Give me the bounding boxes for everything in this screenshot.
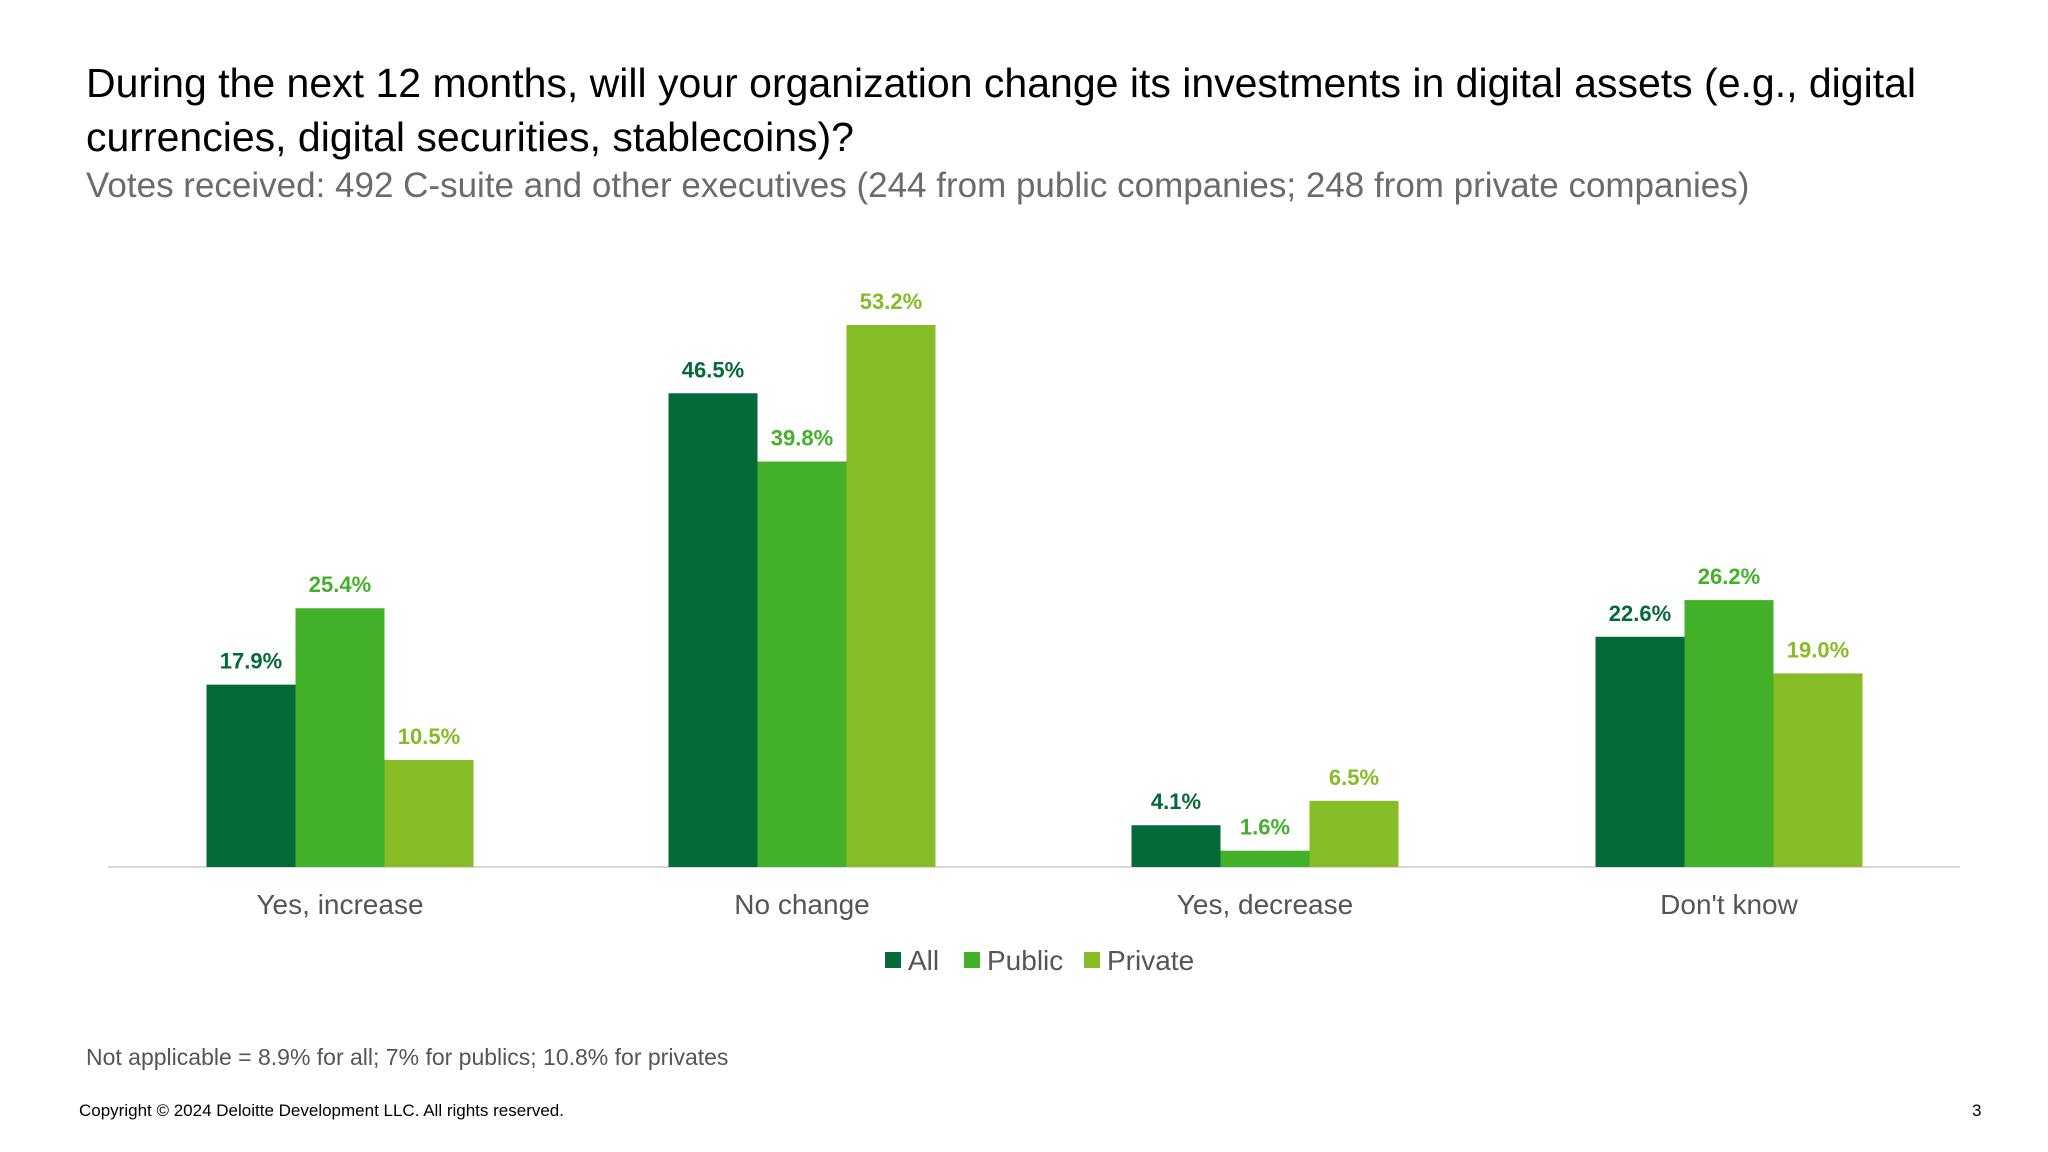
bar-all bbox=[1595, 636, 1685, 867]
legend-label-all: All bbox=[908, 945, 939, 976]
bar-public bbox=[1220, 850, 1310, 867]
category-label: No change bbox=[734, 889, 869, 920]
slide-subtitle: Votes received: 492 C-suite and other ex… bbox=[86, 166, 1750, 205]
data-label: 19.0% bbox=[1787, 637, 1849, 662]
copyright: Copyright © 2024 Deloitte Development LL… bbox=[79, 1101, 564, 1120]
data-label: 6.5% bbox=[1329, 765, 1379, 790]
bar-public bbox=[1684, 600, 1774, 867]
data-label: 26.2% bbox=[1698, 564, 1760, 589]
legend-swatch-all bbox=[885, 952, 901, 968]
bar-private bbox=[1309, 800, 1399, 867]
bar-private bbox=[1773, 673, 1863, 867]
slide-title: During the next 12 months, will your org… bbox=[86, 60, 1917, 160]
page-number: 3 bbox=[1972, 1101, 1982, 1120]
category-label: Don't know bbox=[1660, 889, 1798, 920]
bar-public bbox=[295, 608, 385, 867]
bar-all bbox=[1131, 825, 1221, 867]
data-label: 46.5% bbox=[682, 357, 744, 382]
category-label: Yes, decrease bbox=[1177, 889, 1353, 920]
legend-label-private: Private bbox=[1107, 945, 1194, 976]
bar-private bbox=[846, 325, 936, 867]
data-label: 25.4% bbox=[309, 572, 371, 597]
bar-all bbox=[206, 684, 296, 867]
bar-all bbox=[668, 393, 758, 867]
data-label: 53.2% bbox=[860, 289, 922, 314]
footnote: Not applicable = 8.9% for all; 7% for pu… bbox=[86, 1044, 729, 1070]
legend-swatch-private bbox=[1084, 952, 1100, 968]
bar-private bbox=[384, 760, 474, 867]
data-label: 22.6% bbox=[1609, 601, 1671, 626]
bar-public bbox=[757, 461, 847, 867]
data-label: 39.8% bbox=[771, 426, 833, 451]
data-label: 10.5% bbox=[398, 724, 460, 749]
legend-label-public: Public bbox=[987, 945, 1063, 976]
data-label: 17.9% bbox=[220, 649, 282, 674]
data-label: 4.1% bbox=[1151, 789, 1201, 814]
data-label: 1.6% bbox=[1240, 815, 1290, 840]
category-label: Yes, increase bbox=[256, 889, 423, 920]
legend-swatch-public bbox=[964, 952, 980, 968]
